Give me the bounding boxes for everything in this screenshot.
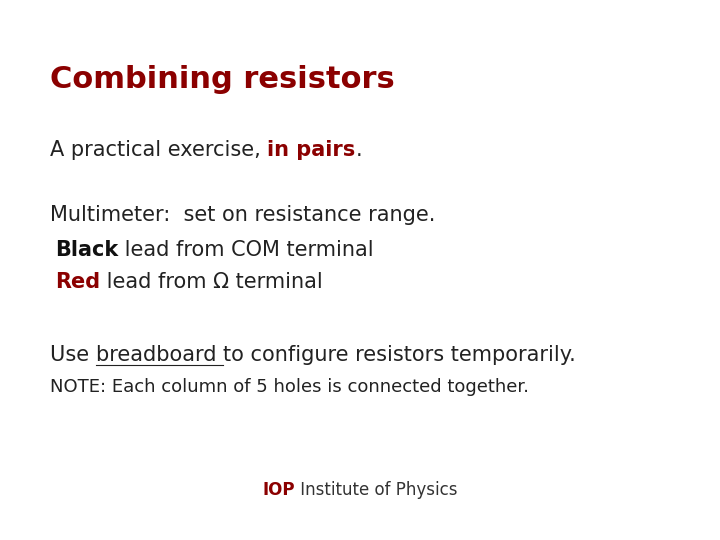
Text: Black: Black	[55, 240, 118, 260]
Text: IOP: IOP	[263, 481, 295, 499]
Text: Red: Red	[55, 272, 100, 292]
Text: A practical exercise,: A practical exercise,	[50, 140, 267, 160]
Text: NOTE: Each column of 5 holes is connected together.: NOTE: Each column of 5 holes is connecte…	[50, 378, 529, 396]
Text: to configure resistors temporarily.: to configure resistors temporarily.	[223, 345, 575, 365]
Text: lead from COM terminal: lead from COM terminal	[118, 240, 374, 260]
Text: Multimeter:  set on resistance range.: Multimeter: set on resistance range.	[50, 205, 436, 225]
Text: Use: Use	[50, 345, 96, 365]
Text: lead from Ω terminal: lead from Ω terminal	[100, 272, 323, 292]
Text: breadboard: breadboard	[96, 345, 223, 365]
Text: Combining resistors: Combining resistors	[50, 65, 395, 94]
Text: .: .	[356, 140, 362, 160]
Text: Institute of Physics: Institute of Physics	[295, 481, 457, 499]
Text: in pairs: in pairs	[267, 140, 356, 160]
